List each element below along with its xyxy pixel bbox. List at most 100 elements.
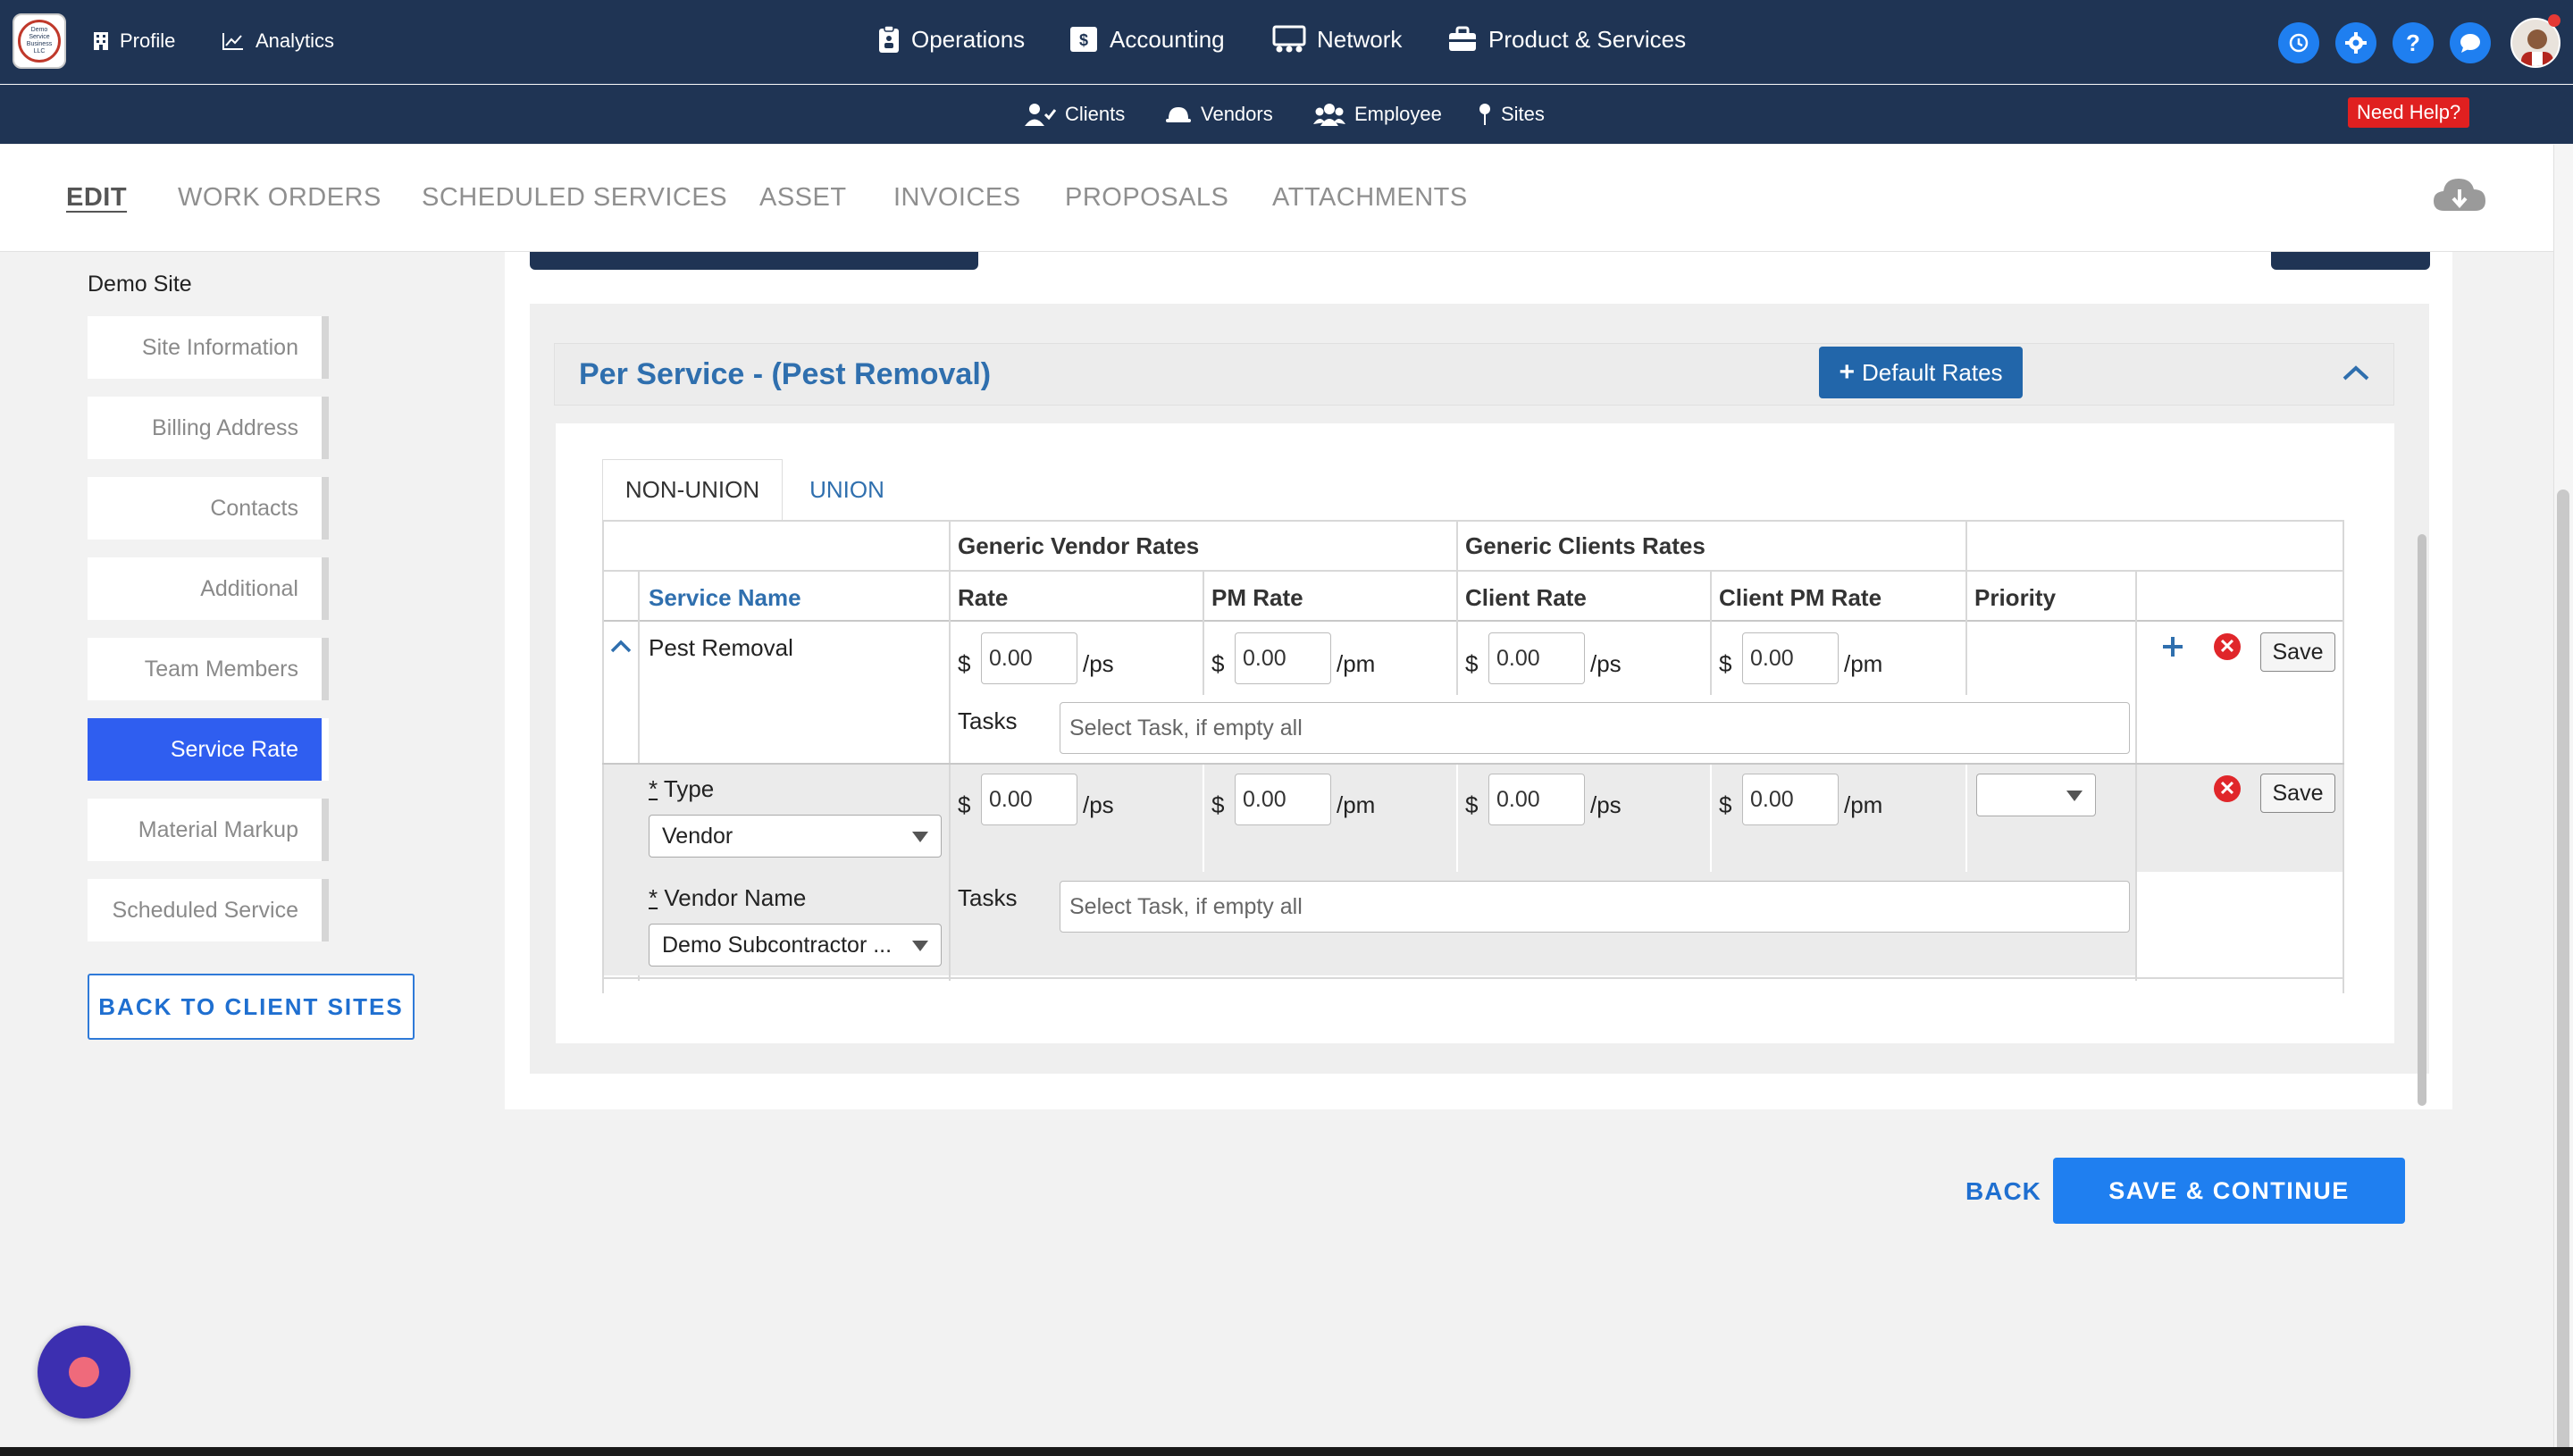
- sidebar-item-service-rate[interactable]: Service Rate: [88, 718, 329, 781]
- service-name-column-header[interactable]: Service Name: [649, 584, 801, 611]
- logo-mark: Demo Service Business LLC: [18, 20, 61, 63]
- vendor-name-select[interactable]: Demo Subcontractor ...: [649, 924, 942, 966]
- avatar[interactable]: [2510, 18, 2560, 68]
- unit-label: /pm: [1844, 791, 1883, 818]
- subnav-vendors[interactable]: Vendors: [1165, 100, 1273, 129]
- tab-asset[interactable]: ASSET: [759, 183, 847, 212]
- nav-profile[interactable]: Profile: [93, 25, 175, 57]
- company-logo[interactable]: Demo Service Business LLC: [13, 13, 66, 69]
- clipboard-icon: [877, 25, 901, 54]
- table-divider: [602, 570, 2344, 572]
- client-rate-input[interactable]: 0.00: [1488, 632, 1585, 684]
- hidden-button-left[interactable]: [530, 252, 978, 270]
- tab-union[interactable]: UNION: [809, 475, 884, 503]
- client-pm-rate-column-header: Client PM Rate: [1719, 584, 1882, 611]
- cloud-download-icon[interactable]: [2432, 175, 2487, 214]
- save-row-button[interactable]: Save: [2260, 774, 2335, 813]
- sidebar-item-contacts[interactable]: Contacts: [88, 477, 329, 540]
- client-pm-rate-input[interactable]: 0.00: [1742, 774, 1839, 825]
- refresh-icon[interactable]: [2278, 22, 2319, 63]
- tab-invoices[interactable]: INVOICES: [893, 183, 1021, 212]
- hidden-button-right[interactable]: [2271, 252, 2430, 270]
- client-pm-rate-input[interactable]: 0.00: [1742, 632, 1839, 684]
- table-divider: [1456, 765, 1458, 872]
- tab-scheduled-services[interactable]: SCHEDULED SERVICES: [422, 183, 728, 212]
- sidebar-item-team-members[interactable]: Team Members: [88, 638, 329, 700]
- vendor-pm-rate-input[interactable]: 0.00: [1235, 774, 1331, 825]
- tasks-select[interactable]: Select Task, if empty all: [1060, 881, 2130, 933]
- subnav-sites-label: Sites: [1501, 103, 1545, 125]
- chevron-up-icon[interactable]: [609, 638, 633, 658]
- chevron-down-icon: [2066, 791, 2083, 801]
- tab-proposals[interactable]: PROPOSALS: [1065, 183, 1229, 212]
- table-divider: [1203, 570, 1204, 695]
- table-divider: [1965, 520, 1967, 695]
- chat-widget-button[interactable]: [38, 1326, 130, 1418]
- unit-label: /pm: [1844, 650, 1883, 677]
- tab-attachments[interactable]: ATTACHMENTS: [1272, 183, 1468, 212]
- table-divider: [2135, 765, 2137, 979]
- vendor-rate-input[interactable]: 0.00: [981, 774, 1077, 825]
- users-icon: [1313, 103, 1345, 126]
- section-header[interactable]: [554, 343, 2394, 406]
- type-label: * Type: [649, 775, 714, 803]
- sidebar-item-material-markup[interactable]: Material Markup: [88, 799, 329, 861]
- help-icon[interactable]: ?: [2393, 22, 2434, 63]
- currency-symbol: $: [1211, 650, 1225, 677]
- sidebar-item-billing-address[interactable]: Billing Address: [88, 397, 329, 459]
- save-continue-button[interactable]: SAVE & CONTINUE: [2053, 1158, 2405, 1224]
- nav-analytics[interactable]: Analytics: [222, 25, 334, 57]
- sidebar-item-scheduled-service[interactable]: Scheduled Service: [88, 879, 329, 941]
- record-icon: [69, 1357, 99, 1387]
- chevron-up-icon[interactable]: [2341, 363, 2371, 384]
- nav-operations-label: Operations: [911, 25, 1026, 53]
- section-title: Per Service - (Pest Removal): [579, 357, 992, 391]
- nav-product-services[interactable]: Product & Services: [1447, 23, 1686, 55]
- panel-scrollbar[interactable]: [2418, 534, 2426, 1106]
- hard-hat-icon: [1165, 105, 1192, 124]
- subnav-clients[interactable]: Clients: [1024, 100, 1125, 129]
- chat-icon[interactable]: [2450, 22, 2491, 63]
- subnav-sites[interactable]: Sites: [1478, 100, 1545, 129]
- currency-symbol: $: [958, 650, 971, 677]
- nav-analytics-label: Analytics: [256, 29, 335, 52]
- page-scrollbar-thumb[interactable]: [2557, 490, 2569, 1456]
- client-rate-input[interactable]: 0.00: [1488, 774, 1585, 825]
- table-divider: [1203, 765, 1204, 872]
- tab-work-orders[interactable]: WORK ORDERS: [178, 183, 381, 212]
- sub-navbar: [0, 85, 2573, 144]
- remove-icon[interactable]: ✕: [2214, 633, 2241, 660]
- tab-non-union[interactable]: NON-UNION: [602, 459, 783, 520]
- default-rates-button[interactable]: + Default Rates: [1819, 347, 2023, 398]
- tasks-select[interactable]: Select Task, if empty all: [1060, 702, 2130, 754]
- remove-icon[interactable]: ✕: [2214, 775, 2241, 802]
- vendor-pm-rate-input[interactable]: 0.00: [1235, 632, 1331, 684]
- vendor-name-select-value: Demo Subcontractor ...: [662, 932, 893, 958]
- nav-operations[interactable]: Operations: [877, 23, 1025, 55]
- subnav-employee[interactable]: Employee: [1313, 100, 1442, 129]
- service-name-cell: Pest Removal: [649, 634, 793, 661]
- need-help-button[interactable]: Need Help?: [2348, 97, 2470, 128]
- gear-icon[interactable]: [2335, 22, 2376, 63]
- nav-accounting-label: Accounting: [1110, 25, 1225, 53]
- unit-label: /pm: [1337, 791, 1376, 818]
- tab-edit[interactable]: EDIT: [66, 183, 128, 212]
- pin-icon: [1478, 102, 1492, 127]
- type-select[interactable]: Vendor: [649, 815, 942, 858]
- sidebar-item-additional[interactable]: Additional: [88, 557, 329, 620]
- save-row-button[interactable]: Save: [2260, 632, 2335, 672]
- vendor-rates-group-header: Generic Vendor Rates: [958, 532, 1200, 559]
- nav-network[interactable]: Network: [1272, 23, 1402, 55]
- vendor-rate-input[interactable]: 0.00: [981, 632, 1077, 684]
- back-button[interactable]: BACK: [1965, 1177, 2041, 1205]
- sidebar-item-site-information[interactable]: Site Information: [88, 316, 329, 379]
- rate-column-header: Rate: [958, 584, 1009, 611]
- currency-symbol: $: [1465, 650, 1479, 677]
- priority-select[interactable]: [1976, 774, 2096, 816]
- briefcase-icon: [1447, 26, 1478, 53]
- back-to-client-sites-button[interactable]: BACK TO CLIENT SITES: [88, 974, 415, 1040]
- add-row-icon[interactable]: [2160, 634, 2185, 664]
- table-divider: [1710, 570, 1712, 695]
- currency-symbol: $: [1465, 791, 1479, 818]
- nav-accounting[interactable]: $ Accounting: [1069, 23, 1225, 55]
